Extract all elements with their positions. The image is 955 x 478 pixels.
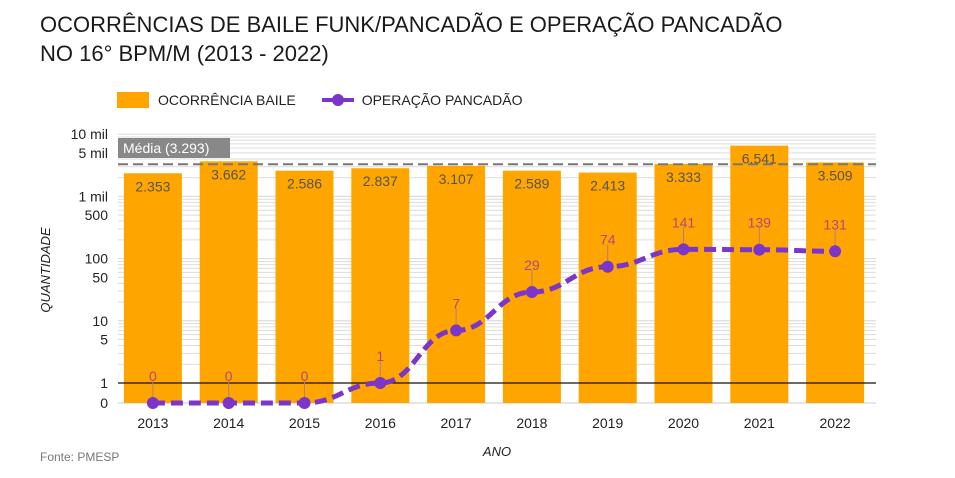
x-tick-label: 2021 <box>744 415 775 431</box>
line-point <box>829 245 842 258</box>
bar-data-label: 3.509 <box>818 167 853 183</box>
x-tick-label: 2017 <box>441 415 472 431</box>
bar-data-label: 2.589 <box>514 176 549 192</box>
legend-label-line: OPERAÇÃO PANCADÃO <box>361 92 523 108</box>
line-data-label: 139 <box>748 215 772 231</box>
bar-data-label: 2.413 <box>590 178 625 194</box>
chart-title-line-2: NO 16° BPM/M (2013 - 2022) <box>40 41 329 66</box>
line-point <box>601 260 614 273</box>
average-label-background <box>118 138 230 158</box>
x-tick-label: 2014 <box>213 415 244 431</box>
line-point <box>525 286 538 299</box>
line-point <box>146 397 159 409</box>
bar-data-label: 2.837 <box>363 173 398 189</box>
bar <box>427 165 486 403</box>
bar-data-label: 2.586 <box>287 176 322 192</box>
bar <box>199 161 258 403</box>
line-data-label: 7 <box>452 295 460 311</box>
average-label: Média (3.293) <box>123 140 209 156</box>
y-axis-label: QUANTIDADE <box>38 227 53 313</box>
legend-swatch-bar <box>117 92 149 108</box>
y-tick-label: 5 <box>100 332 108 348</box>
y-tick-label: 5 mil <box>78 145 108 161</box>
bar <box>275 170 334 403</box>
bar <box>654 163 713 403</box>
y-tick-label: 100 <box>85 251 109 267</box>
bar-data-label: 3.333 <box>666 169 701 185</box>
y-tick-label: 10 mil <box>71 126 108 142</box>
legend-label-bar: OCORRÊNCIA BAILE <box>158 92 296 108</box>
line-data-label: 0 <box>301 368 309 384</box>
line-point <box>450 324 463 337</box>
line-point <box>298 397 311 409</box>
line-data-label: 29 <box>524 257 540 273</box>
x-tick-label: 2019 <box>592 415 623 431</box>
line-point <box>677 243 690 256</box>
y-tick-label: 0 <box>100 395 108 411</box>
line-point <box>753 243 766 256</box>
line-data-label: 0 <box>225 368 233 384</box>
y-tick-label: 1 <box>100 375 108 391</box>
bar-data-label: 2.353 <box>135 178 170 194</box>
x-tick-label: 2013 <box>137 415 168 431</box>
line-data-label: 74 <box>600 232 616 248</box>
bar-data-label: 6.541 <box>742 151 777 167</box>
bar <box>123 173 182 403</box>
y-tick-label: 50 <box>92 269 108 285</box>
x-tick-label: 2015 <box>289 415 320 431</box>
bar <box>730 145 789 403</box>
chart-title: OCORRÊNCIAS DE BAILE FUNK/PANCADÃO E OPE… <box>40 10 840 68</box>
y-tick-label: 1 mil <box>78 188 108 204</box>
legend-line-marker <box>331 94 344 106</box>
source-note: Fonte: PMESP <box>40 450 120 464</box>
line-point <box>374 377 387 389</box>
bar-data-label: 3.107 <box>439 171 474 187</box>
x-axis-label: ANO <box>482 444 511 459</box>
legend-swatch-line <box>321 92 354 108</box>
x-tick-label: 2022 <box>820 415 851 431</box>
chart-title-line-1: OCORRÊNCIAS DE BAILE FUNK/PANCADÃO E OPE… <box>40 12 783 37</box>
line-data-label: 1 <box>376 348 384 364</box>
line-series-path <box>152 246 836 406</box>
y-tick-label: 10 <box>92 313 108 329</box>
line-data-label: 131 <box>823 216 847 232</box>
bar-data-label: 3.662 <box>211 166 246 182</box>
line-data-label: 141 <box>672 214 696 230</box>
line-data-label: 0 <box>149 368 157 384</box>
x-tick-label: 2018 <box>516 415 547 431</box>
x-tick-label: 2016 <box>365 415 396 431</box>
bar <box>578 172 637 403</box>
x-tick-label: 2020 <box>668 415 699 431</box>
y-tick-label: 500 <box>85 207 109 223</box>
chart-legend: OCORRÊNCIA BAILE OPERAÇÃO PANCADÃO <box>117 92 522 108</box>
bar <box>806 162 865 403</box>
line-point <box>222 397 235 409</box>
